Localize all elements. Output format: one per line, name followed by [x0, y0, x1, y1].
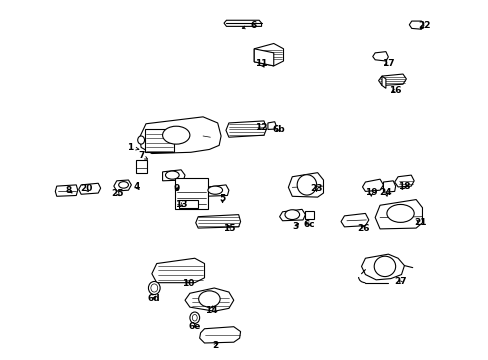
Text: 21: 21	[413, 218, 426, 227]
Polygon shape	[55, 185, 78, 196]
Ellipse shape	[297, 175, 316, 195]
Text: 6d: 6d	[148, 294, 160, 303]
Ellipse shape	[165, 171, 179, 179]
Polygon shape	[199, 327, 240, 343]
Polygon shape	[254, 49, 273, 66]
Polygon shape	[225, 121, 266, 137]
Text: 3: 3	[292, 222, 298, 231]
Text: 25: 25	[111, 189, 124, 198]
Text: 4: 4	[133, 181, 139, 190]
Polygon shape	[195, 215, 240, 228]
Polygon shape	[279, 210, 305, 221]
Text: 6: 6	[242, 21, 256, 30]
Text: 10: 10	[182, 279, 194, 288]
Polygon shape	[254, 44, 283, 66]
Text: 14: 14	[204, 306, 217, 315]
Polygon shape	[288, 173, 323, 197]
Text: 9: 9	[173, 184, 179, 193]
Polygon shape	[374, 199, 422, 229]
Text: 13: 13	[175, 200, 187, 209]
Polygon shape	[383, 181, 395, 192]
Text: 2: 2	[212, 341, 218, 350]
Polygon shape	[408, 21, 423, 29]
Polygon shape	[140, 117, 221, 153]
Ellipse shape	[192, 315, 197, 321]
Polygon shape	[267, 122, 276, 130]
Text: 23: 23	[310, 184, 322, 193]
Ellipse shape	[285, 210, 299, 220]
Ellipse shape	[151, 284, 158, 292]
Text: 22: 22	[418, 21, 430, 30]
Ellipse shape	[148, 282, 160, 294]
Text: 12: 12	[255, 122, 267, 131]
Polygon shape	[201, 185, 228, 196]
Polygon shape	[378, 74, 406, 85]
Text: 19: 19	[364, 188, 377, 197]
Polygon shape	[362, 179, 383, 192]
Text: 11: 11	[255, 59, 267, 68]
Polygon shape	[224, 20, 261, 26]
Text: 6e: 6e	[188, 322, 201, 331]
Ellipse shape	[198, 291, 220, 307]
Ellipse shape	[189, 312, 199, 323]
Text: 26: 26	[357, 224, 369, 233]
Bar	[305, 211, 314, 219]
Polygon shape	[381, 76, 385, 88]
Ellipse shape	[119, 182, 128, 188]
Polygon shape	[394, 175, 413, 187]
Text: 8: 8	[66, 186, 72, 195]
Polygon shape	[152, 258, 204, 283]
Text: 15: 15	[222, 224, 235, 233]
Text: 18: 18	[397, 181, 410, 190]
Ellipse shape	[207, 186, 222, 194]
Text: 1: 1	[126, 143, 139, 152]
Polygon shape	[372, 51, 387, 61]
Polygon shape	[340, 213, 368, 227]
Bar	[175, 178, 208, 208]
Ellipse shape	[386, 204, 413, 222]
Bar	[144, 129, 173, 152]
Ellipse shape	[373, 256, 395, 276]
Ellipse shape	[162, 126, 189, 144]
Text: 20: 20	[80, 184, 92, 193]
Polygon shape	[184, 288, 233, 311]
Text: 5: 5	[219, 194, 225, 203]
Text: 27: 27	[393, 277, 406, 286]
Text: 16: 16	[388, 86, 401, 95]
Text: 7: 7	[138, 151, 147, 160]
Text: 6c: 6c	[303, 220, 314, 229]
Text: 17: 17	[381, 59, 394, 68]
Polygon shape	[361, 254, 404, 280]
Polygon shape	[79, 183, 101, 194]
Polygon shape	[114, 180, 131, 191]
Bar	[136, 161, 147, 173]
Ellipse shape	[138, 136, 144, 144]
Text: 6b: 6b	[272, 125, 285, 134]
Text: 24: 24	[379, 188, 391, 197]
Bar	[178, 201, 198, 208]
Polygon shape	[162, 170, 184, 181]
